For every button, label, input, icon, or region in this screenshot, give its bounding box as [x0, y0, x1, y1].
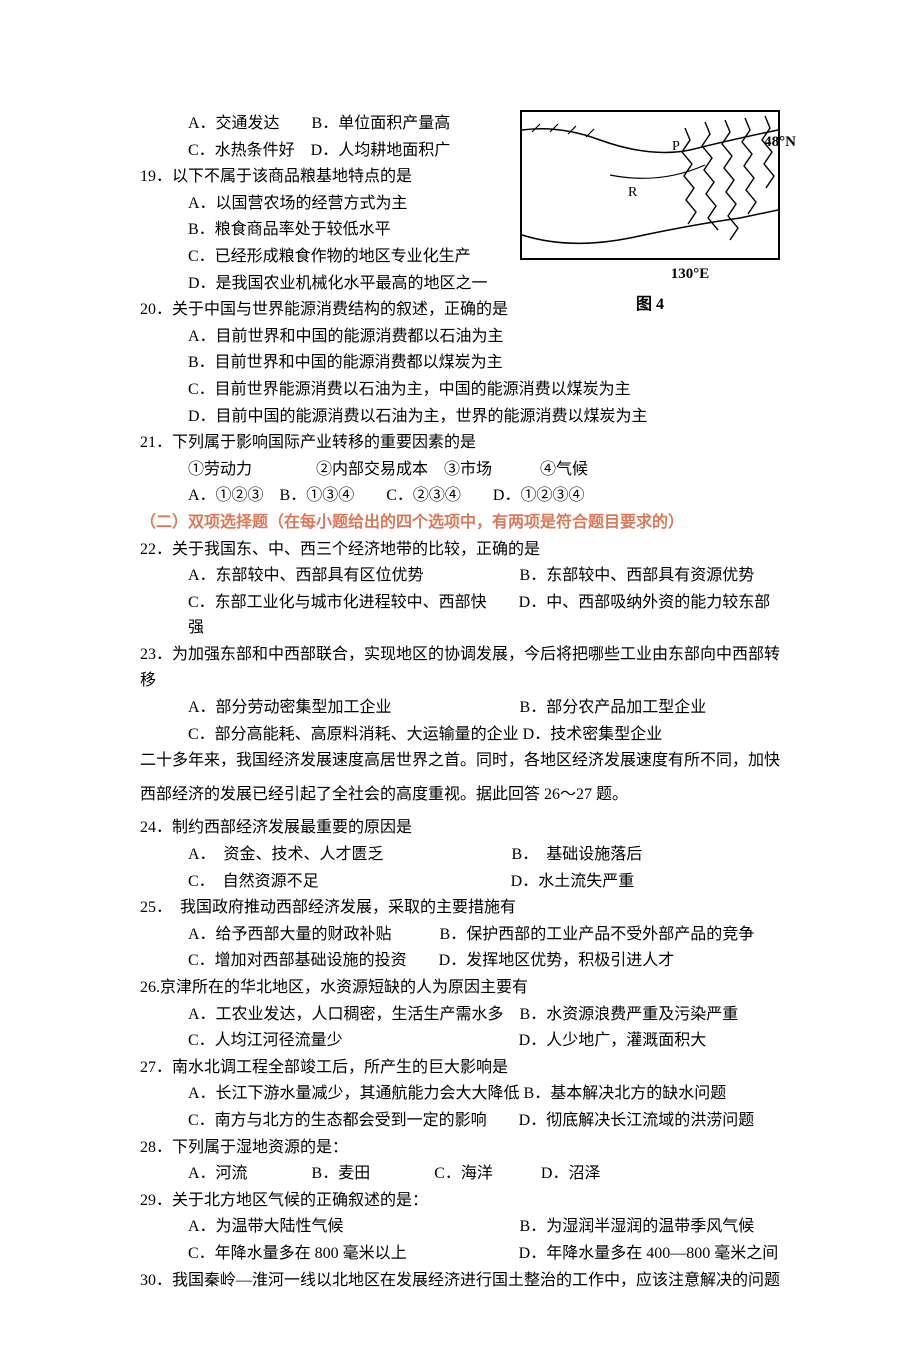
q27-row2: C．南方与北方的生态都会受到一定的影响 D．彻底解决长江流域的洪涝问题: [140, 1108, 780, 1134]
q26-stem: 26.京津所在的华北地区，水资源短缺的人为原因主要有: [140, 975, 780, 1001]
q21-stem: 21．下列属于影响国际产业转移的重要因素的是: [140, 430, 780, 456]
q23-stem: 23．为加强东部和中西部联合，实现地区的协调发展，今后将把哪些工业由东部向中西部…: [140, 642, 780, 668]
q25-stem: 25． 我国政府推动西部经济发展，采取的主要措施有: [140, 895, 780, 921]
q26-row2: C．人均江河径流量少 D．人少地广，灌溉面积大: [140, 1028, 780, 1054]
q23-stem2: 移: [140, 668, 780, 694]
q21-opts: A．①②③ B．①③④ C．②③④ D．①②③④: [140, 483, 780, 509]
map-letter-r: R: [628, 185, 638, 200]
figure-lon: 130°E: [510, 262, 790, 286]
q22-row1: A．东部较中、西部具有区位优势 B．东部较中、西部具有资源优势: [140, 563, 780, 589]
q26-row1: A．工农业发达，人口稠密，生活生产需水多 B．水资源浪费严重及污染严重: [140, 1002, 780, 1028]
q22-row2: C．东部工业化与城市化进程较中、西部快 D．中、西部吸纳外资的能力较东部强: [140, 590, 780, 641]
figure-lat: 48°N: [764, 130, 796, 154]
q29-row1: A．为温带大陆性气候 B．为湿润半湿润的温带季风气候: [140, 1214, 780, 1240]
figure-caption: 图 4: [510, 292, 790, 318]
q20-opt-a: A．目前世界和中国的能源消费都以石油为主: [140, 324, 780, 350]
q23-row2: C．部分高能耗、高原料消耗、大运输量的企业 D．技术密集型企业: [140, 722, 780, 748]
q23-row1: A．部分劳动密集型加工企业 B．部分农产品加工型企业: [140, 695, 780, 721]
section-ii-heading: （二）双项选择题（在每小题给出的四个选项中，有两项是符合题目要求的）: [140, 510, 780, 536]
q24-stem: 24．制约西部经济发展最重要的原因是: [140, 815, 780, 841]
q25-row2: C．增加对西部基础设施的投资 D．发挥地区优势，积极引进人才: [140, 948, 780, 974]
q21-items: ①劳动力 ②内部交易成本 ③市场 ④气候: [140, 457, 780, 483]
q30-stem: 30．我国秦岭—淮河一线以北地区在发展经济进行国土整治的工作中，应该注意解决的问…: [140, 1268, 780, 1294]
q27-stem: 27．南水北调工程全部竣工后，所产生的巨大影响是: [140, 1055, 780, 1081]
q20-opt-c: C．目前世界能源消费以石油为主，中国的能源消费以煤炭为主: [140, 377, 780, 403]
q27-row1: A．长江下游水量减少，其通航能力会大大降低 B．基本解决北方的缺水问题: [140, 1081, 780, 1107]
q25-row1: A．给予西部大量的财政补贴 B．保护西部的工业产品不受外部产品的竞争: [140, 922, 780, 948]
passage-l1: 二十多年来，我国经济发展速度高居世界之首。同时，各地区经济发展速度有所不同，加快: [140, 748, 780, 774]
q24-row1: A． 资金、技术、人才匮乏 B． 基础设施落后: [140, 842, 780, 868]
passage-l2: 西部经济的发展已经引起了全社会的高度重视。据此回答 26～27 题。: [140, 782, 780, 808]
q29-row2: C．年降水量多在 800 毫米以上 D．年降水量多在 400—800 毫米之间: [140, 1241, 780, 1267]
map-svg: P R: [520, 110, 780, 260]
q20-opt-b: B．目前世界和中国的能源消费都以煤炭为主: [140, 350, 780, 376]
q22-stem: 22．关于我国东、中、西三个经济地带的比较，正确的是: [140, 537, 780, 563]
q29-stem: 29．关于北方地区气候的正确叙述的是：: [140, 1188, 780, 1214]
q28-row1: A．河流 B．麦田 C．海洋 D．沼泽: [140, 1161, 780, 1187]
q24-row2: C． 自然资源不足 D．水土流失严重: [140, 869, 780, 895]
q20-opt-d: D．目前中国的能源消费以石油为主，世界的能源消费以煤炭为主: [140, 404, 780, 430]
map-letter-p: P: [672, 139, 680, 154]
q28-stem: 28．下列属于湿地资源的是：: [140, 1135, 780, 1161]
figure-4: P R 48°N 130°E 图 4: [510, 110, 790, 318]
